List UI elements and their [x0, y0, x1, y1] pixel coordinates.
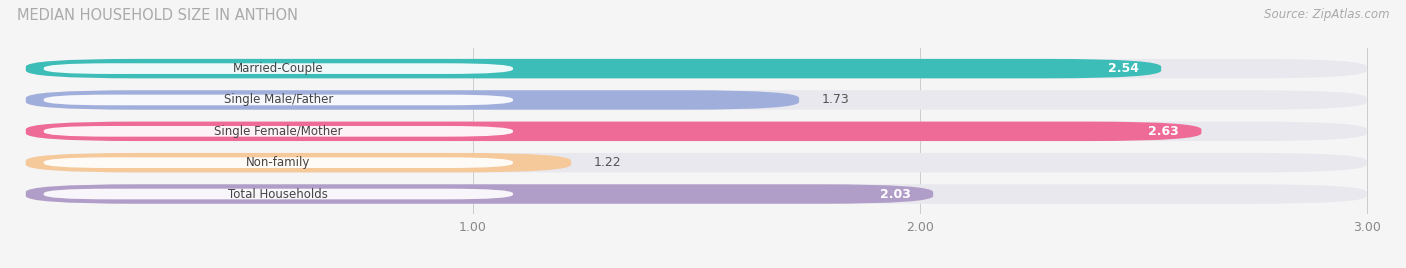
FancyBboxPatch shape	[44, 126, 513, 137]
Text: Single Female/Mother: Single Female/Mother	[214, 125, 343, 138]
Text: 1.73: 1.73	[821, 94, 849, 106]
Text: Total Households: Total Households	[228, 188, 328, 200]
Text: Non-family: Non-family	[246, 156, 311, 169]
Text: 2.03: 2.03	[880, 188, 911, 200]
FancyBboxPatch shape	[25, 59, 1161, 78]
FancyBboxPatch shape	[44, 189, 513, 199]
Text: 2.54: 2.54	[1108, 62, 1139, 75]
FancyBboxPatch shape	[25, 90, 1367, 110]
FancyBboxPatch shape	[44, 63, 513, 74]
Text: Married-Couple: Married-Couple	[233, 62, 323, 75]
FancyBboxPatch shape	[44, 157, 513, 168]
FancyBboxPatch shape	[25, 122, 1367, 141]
Text: Source: ZipAtlas.com: Source: ZipAtlas.com	[1264, 8, 1389, 21]
Text: MEDIAN HOUSEHOLD SIZE IN ANTHON: MEDIAN HOUSEHOLD SIZE IN ANTHON	[17, 8, 298, 23]
FancyBboxPatch shape	[25, 184, 934, 204]
Text: 2.63: 2.63	[1149, 125, 1180, 138]
Text: Single Male/Father: Single Male/Father	[224, 94, 333, 106]
FancyBboxPatch shape	[44, 95, 513, 105]
FancyBboxPatch shape	[25, 122, 1201, 141]
FancyBboxPatch shape	[25, 90, 799, 110]
FancyBboxPatch shape	[25, 153, 1367, 172]
FancyBboxPatch shape	[25, 153, 571, 172]
Text: 1.22: 1.22	[593, 156, 621, 169]
FancyBboxPatch shape	[25, 184, 1367, 204]
FancyBboxPatch shape	[25, 59, 1367, 78]
